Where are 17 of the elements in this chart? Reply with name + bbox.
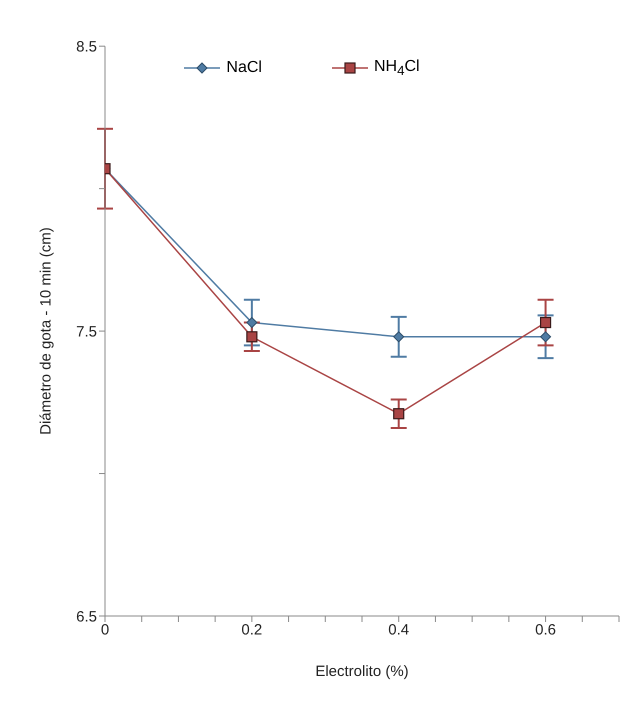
- x-tick-label: 0: [100, 622, 110, 639]
- legend-label: NaCl: [226, 59, 262, 78]
- point: [246, 317, 258, 328]
- point: [540, 331, 552, 342]
- point: [246, 331, 258, 342]
- point: [393, 331, 404, 342]
- y-tick-label: 8.5: [76, 38, 97, 56]
- y-axis-title: Diámetro de gota - 10 min (cm): [37, 227, 54, 435]
- x-tick-label: 0.4: [388, 622, 410, 639]
- legend-label: NH$_{4}$Cl: [374, 58, 420, 78]
- point: [540, 316, 552, 328]
- point: [393, 408, 404, 420]
- y-tick-label: 6.5: [76, 608, 97, 626]
- x-axis-title: Electrolito (%): [315, 663, 409, 680]
- y-tick-label: 7.5: [76, 323, 97, 340]
- x-tick-label: 0.6: [535, 622, 556, 639]
- x-tick-label: 0.2: [241, 622, 262, 639]
